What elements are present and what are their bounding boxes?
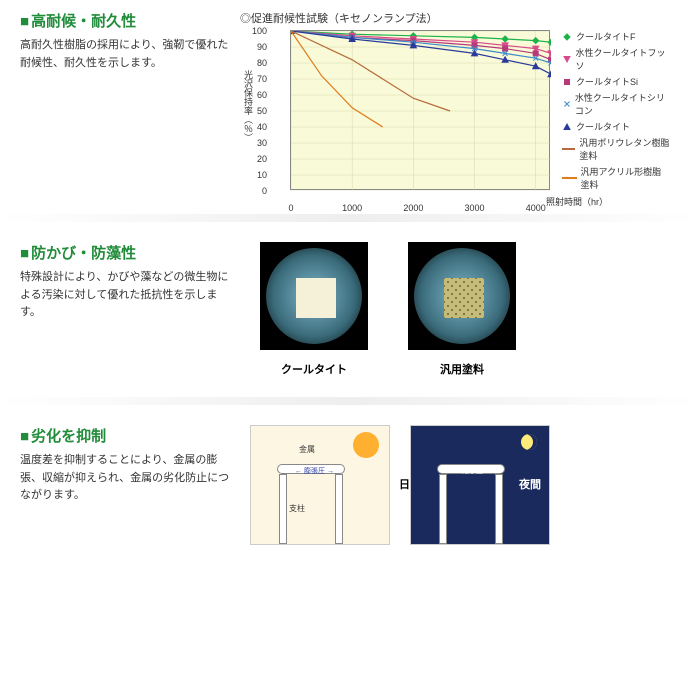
section-durability: 高耐候・耐久性 高耐久性樹脂の採用により、強靭で優れた耐候性、耐久性を示します。… (0, 0, 700, 204)
legend-item: 汎用アクリル形樹脂塗料 (562, 165, 670, 191)
chart-plot-area: 0102030405060708090100 01000200030004000 (290, 30, 550, 190)
section-antifungal: 防かび・防藻性 特殊設計により、かびや藻などの微生物による汚染に対して優れた抵抗… (0, 232, 700, 387)
section-title: 防かび・防藻性 (20, 242, 230, 263)
legend-item: 汎用ポリウレタン樹脂塗料 (562, 136, 670, 162)
section-desc: 高耐久性樹脂の採用により、強靭で優れた耐候性、耐久性を示します。 (20, 37, 230, 72)
moon-icon (521, 434, 537, 450)
x-axis-label: 照射時間（hr） (546, 195, 608, 208)
thermal-diagrams: 金属 ← 膨張圧 → 支柱 日中 → 縮小圧 ← 夜間 (250, 425, 550, 545)
label-night: 夜間 (519, 476, 541, 492)
dish-generic: 汎用塗料 (408, 242, 516, 377)
chart-title: ◎促進耐候性試験（キセノンランプ法） (240, 10, 670, 26)
section-title: 高耐候・耐久性 (20, 10, 230, 31)
section-desc: 特殊設計により、かびや藻などの微生物による汚染に対して優れた抵抗性を示します。 (20, 269, 230, 322)
section-text: 高耐候・耐久性 高耐久性樹脂の採用により、強靭で優れた耐候性、耐久性を示します。 (20, 10, 230, 72)
section-text: 防かび・防藻性 特殊設計により、かびや藻などの微生物による汚染に対して優れた抵抗… (20, 242, 230, 322)
petri-dishes: クールタイト 汎用塗料 (260, 242, 516, 377)
legend-item: クールタイトF (562, 30, 670, 43)
section-title: 劣化を抑制 (20, 425, 230, 446)
legend-item: クールタイトSi (562, 75, 670, 88)
diagram-day: 金属 ← 膨張圧 → 支柱 日中 (250, 425, 390, 545)
dish-label: クールタイト (260, 361, 368, 377)
section-desc: 温度差を抑制することにより、金属の膨張、収縮が抑えられ、金属の劣化防止につながり… (20, 452, 230, 505)
legend-item: クールタイト (562, 120, 670, 133)
weathering-chart: ◎促進耐候性試験（キセノンランプ法） 光沢保持率（％） 010203040506… (240, 10, 670, 194)
section-text: 劣化を抑制 温度差を抑制することにより、金属の膨張、収縮が抑えられ、金属の劣化防… (20, 425, 230, 505)
divider (0, 397, 700, 405)
legend-item: 水性クールタイトフッソ (562, 46, 670, 72)
diagram-night: → 縮小圧 ← 夜間 (410, 425, 550, 545)
sun-icon (355, 434, 377, 456)
dish-label: 汎用塗料 (408, 361, 516, 377)
chart-legend: クールタイトF 水性クールタイトフッソクールタイトSi 水性クールタイトシリコンクー… (562, 30, 670, 194)
legend-item: 水性クールタイトシリコン (562, 91, 670, 117)
divider (0, 214, 700, 222)
label-post: 支柱 (289, 503, 305, 514)
section-deterioration: 劣化を抑制 温度差を抑制することにより、金属の膨張、収縮が抑えられ、金属の劣化防… (0, 415, 700, 555)
dish-cooltight: クールタイト (260, 242, 368, 377)
